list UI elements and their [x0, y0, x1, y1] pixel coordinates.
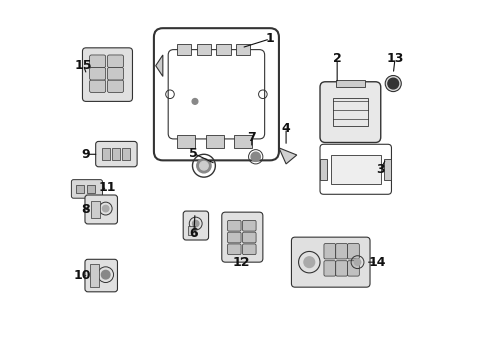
Bar — [87, 185, 95, 193]
Text: 5: 5 — [189, 147, 197, 160]
FancyBboxPatch shape — [324, 244, 336, 259]
Bar — [320, 158, 327, 180]
Bar — [234, 135, 252, 148]
Bar — [336, 80, 365, 87]
Bar — [217, 44, 231, 55]
Text: 15: 15 — [75, 59, 92, 72]
Text: 1: 1 — [266, 32, 274, 45]
Text: 8: 8 — [82, 203, 90, 216]
FancyBboxPatch shape — [227, 244, 241, 255]
FancyBboxPatch shape — [320, 82, 381, 143]
Text: 12: 12 — [233, 256, 250, 269]
Text: 7: 7 — [247, 131, 256, 144]
Bar — [331, 155, 381, 184]
FancyBboxPatch shape — [347, 261, 359, 276]
Text: 6: 6 — [190, 227, 198, 240]
Bar — [333, 98, 368, 126]
FancyBboxPatch shape — [82, 48, 132, 102]
FancyBboxPatch shape — [222, 212, 263, 262]
Bar — [177, 135, 195, 148]
Text: 11: 11 — [98, 181, 116, 194]
FancyBboxPatch shape — [336, 244, 347, 259]
Polygon shape — [156, 55, 163, 76]
Bar — [90, 264, 98, 287]
Circle shape — [354, 259, 361, 265]
Text: 14: 14 — [368, 256, 386, 269]
Circle shape — [102, 205, 109, 212]
FancyBboxPatch shape — [72, 180, 102, 198]
Circle shape — [192, 99, 198, 104]
Bar — [236, 44, 250, 55]
FancyBboxPatch shape — [336, 261, 347, 276]
FancyBboxPatch shape — [324, 261, 336, 276]
FancyBboxPatch shape — [183, 211, 209, 240]
Circle shape — [101, 270, 110, 279]
Circle shape — [197, 158, 211, 173]
Bar — [76, 185, 84, 193]
Bar — [122, 148, 130, 160]
Text: 10: 10 — [74, 269, 91, 282]
Text: 13: 13 — [386, 52, 404, 65]
Bar — [177, 44, 192, 55]
Text: 2: 2 — [333, 52, 342, 65]
Circle shape — [193, 220, 199, 227]
FancyBboxPatch shape — [107, 67, 123, 80]
Bar — [188, 226, 195, 235]
FancyBboxPatch shape — [347, 244, 359, 259]
Text: 9: 9 — [82, 148, 90, 161]
Bar — [206, 135, 223, 148]
Bar — [91, 201, 99, 218]
Bar — [197, 44, 211, 55]
Circle shape — [251, 152, 260, 161]
FancyBboxPatch shape — [292, 237, 370, 287]
Bar — [384, 158, 392, 180]
Bar — [112, 148, 120, 160]
FancyBboxPatch shape — [227, 220, 241, 231]
Text: 4: 4 — [282, 122, 291, 135]
Ellipse shape — [385, 76, 401, 91]
FancyBboxPatch shape — [243, 232, 256, 243]
FancyBboxPatch shape — [107, 55, 123, 67]
FancyBboxPatch shape — [85, 259, 118, 292]
Bar — [102, 148, 110, 160]
FancyBboxPatch shape — [96, 141, 137, 167]
FancyBboxPatch shape — [243, 220, 256, 231]
Circle shape — [388, 78, 398, 89]
FancyBboxPatch shape — [90, 80, 106, 93]
FancyBboxPatch shape — [107, 80, 123, 93]
FancyBboxPatch shape — [227, 232, 241, 243]
Circle shape — [304, 257, 315, 267]
FancyBboxPatch shape — [85, 195, 118, 224]
FancyBboxPatch shape — [90, 67, 106, 80]
FancyBboxPatch shape — [243, 244, 256, 255]
FancyBboxPatch shape — [90, 55, 106, 67]
Text: 3: 3 — [376, 163, 385, 176]
Polygon shape — [279, 148, 297, 164]
Circle shape — [199, 161, 208, 170]
